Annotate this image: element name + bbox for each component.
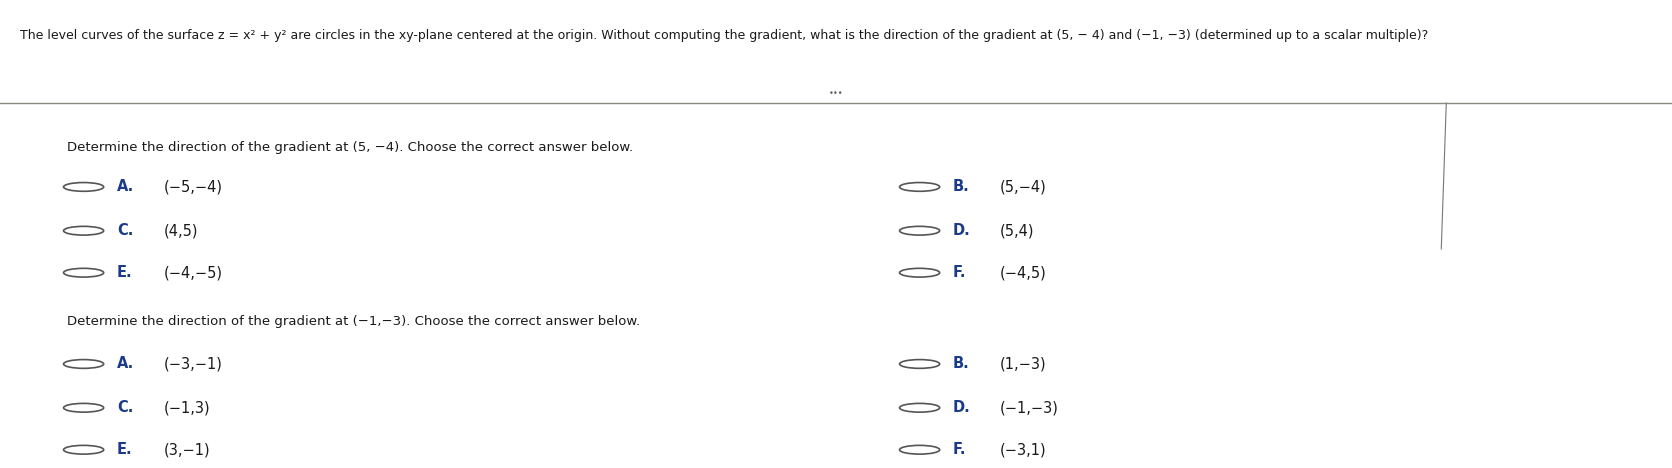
Text: (−1,3): (−1,3) bbox=[164, 400, 211, 415]
Text: F.: F. bbox=[953, 442, 966, 457]
Text: (5,−4): (5,−4) bbox=[1000, 179, 1047, 194]
Text: (−5,−4): (−5,−4) bbox=[164, 179, 222, 194]
Text: (3,−1): (3,−1) bbox=[164, 442, 211, 457]
Text: E.: E. bbox=[117, 265, 132, 280]
Text: Determine the direction of the gradient at (5, −4). Choose the correct answer be: Determine the direction of the gradient … bbox=[67, 141, 634, 154]
Text: C.: C. bbox=[117, 400, 134, 415]
Text: Determine the direction of the gradient at (−1,−3). Choose the correct answer be: Determine the direction of the gradient … bbox=[67, 314, 640, 328]
Text: A.: A. bbox=[117, 357, 134, 372]
Text: (1,−3): (1,−3) bbox=[1000, 357, 1047, 372]
Text: A.: A. bbox=[117, 179, 134, 194]
Text: F.: F. bbox=[953, 265, 966, 280]
Text: (−4,5): (−4,5) bbox=[1000, 265, 1047, 280]
Text: (−4,−5): (−4,−5) bbox=[164, 265, 222, 280]
Text: (−1,−3): (−1,−3) bbox=[1000, 400, 1058, 415]
Text: C.: C. bbox=[117, 223, 134, 238]
Text: The level curves of the surface z = x² + y² are circles in the xy-plane centered: The level curves of the surface z = x² +… bbox=[20, 29, 1428, 42]
Text: (−3,1): (−3,1) bbox=[1000, 442, 1047, 457]
Text: (4,5): (4,5) bbox=[164, 223, 199, 238]
Text: D.: D. bbox=[953, 400, 971, 415]
Text: E.: E. bbox=[117, 442, 132, 457]
Text: (−3,−1): (−3,−1) bbox=[164, 357, 222, 372]
Text: (5,4): (5,4) bbox=[1000, 223, 1035, 238]
Text: D.: D. bbox=[953, 223, 971, 238]
Text: B.: B. bbox=[953, 357, 970, 372]
Text: B.: B. bbox=[953, 179, 970, 194]
Text: •••: ••• bbox=[829, 89, 843, 98]
